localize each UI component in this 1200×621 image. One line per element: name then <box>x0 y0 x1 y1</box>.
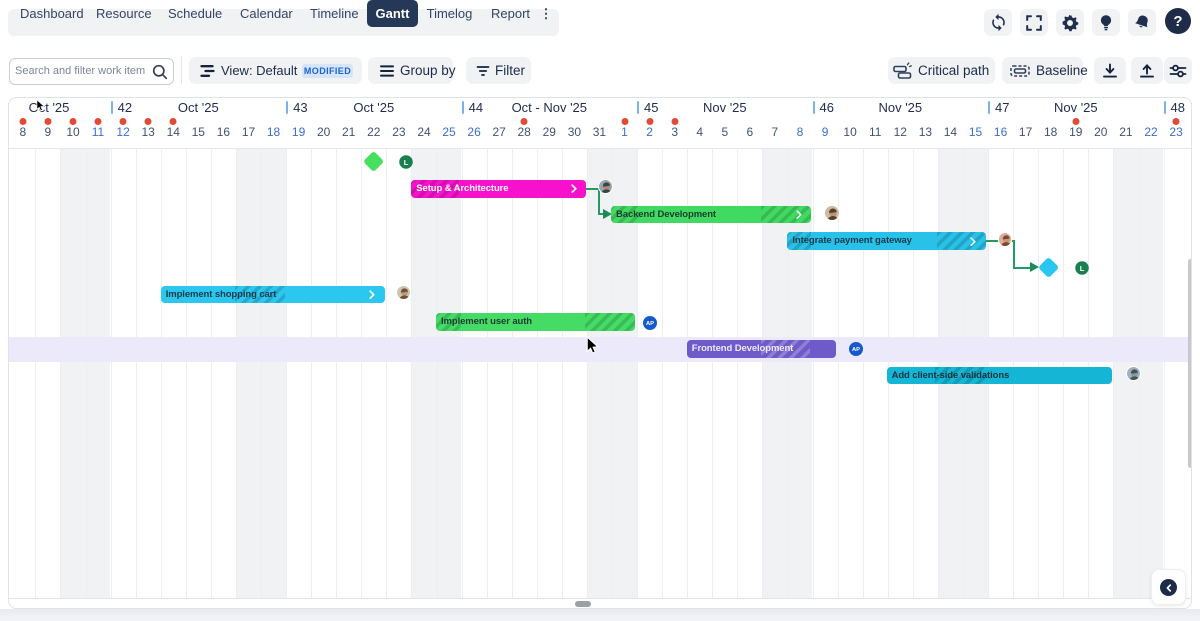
svg-text:L: L <box>404 158 409 167</box>
svg-text:AP: AP <box>646 321 654 327</box>
svg-text:AP: AP <box>852 347 860 353</box>
svg-text:?: ? <box>1173 13 1182 30</box>
svg-text:L: L <box>1080 264 1085 273</box>
